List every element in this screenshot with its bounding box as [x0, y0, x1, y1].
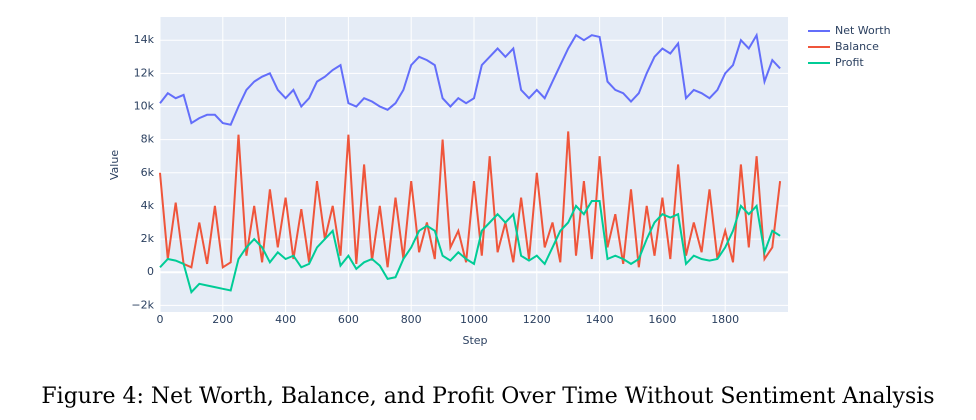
series-line [159, 200, 781, 295]
x-tick-label: 600 [338, 313, 359, 326]
x-tick-label: 1000 [460, 313, 488, 326]
series-line [159, 32, 781, 126]
chart-title: Figure 4: Net Worth, Balance, and Profit… [41, 384, 934, 409]
legend-label: Profit [835, 56, 864, 69]
y-tick-label: 12k [134, 66, 155, 79]
y-tick-label: 10k [134, 99, 155, 112]
y-tick-label: 14k [134, 33, 155, 46]
x-tick-label: 400 [275, 313, 296, 326]
y-tick-label: 6k [141, 166, 155, 179]
x-tick-label: 200 [212, 313, 233, 326]
y-tick-label: 0 [147, 265, 154, 278]
y-tick-label: 4k [141, 199, 155, 212]
legend-label: Balance [835, 40, 879, 53]
y-tick-label: 2k [141, 232, 155, 245]
y-tick-label: −2k [131, 298, 154, 311]
x-axis-label: Step [462, 334, 487, 347]
x-tick-label: 1600 [648, 313, 676, 326]
x-tick-label: 800 [401, 313, 422, 326]
x-tick-label: 1200 [523, 313, 551, 326]
legend-label: Net Worth [835, 24, 891, 37]
x-tick-label: 1800 [711, 313, 739, 326]
x-tick-label: 1400 [586, 313, 614, 326]
x-tick-label: 0 [157, 313, 164, 326]
y-tick-label: 8k [141, 133, 155, 146]
y-axis-label: Value [108, 150, 121, 180]
